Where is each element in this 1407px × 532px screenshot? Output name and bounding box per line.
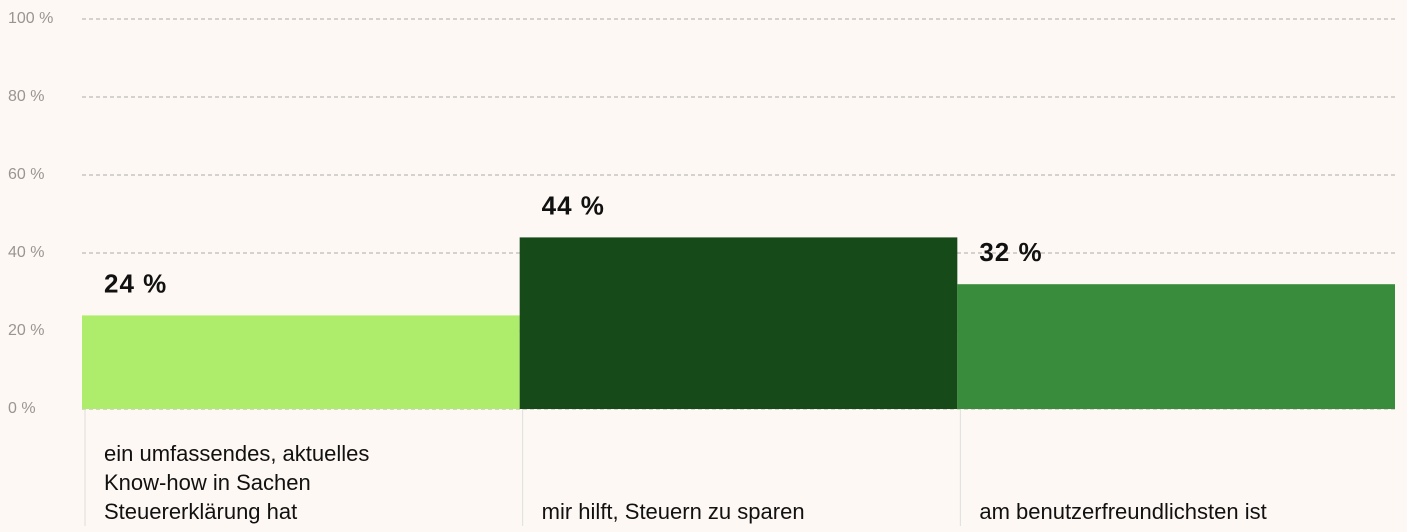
value-label: 32 %: [979, 237, 1042, 267]
y-tick-label: 20 %: [8, 322, 44, 339]
category-label: mir hilft, Steuern zu sparen: [541, 499, 805, 524]
category-label: am benutzerfreundlichsten ist: [979, 499, 1267, 524]
y-tick-label: 0 %: [8, 400, 36, 417]
y-tick-label: 100 %: [8, 10, 53, 27]
bar: [957, 284, 1395, 409]
bar: [519, 237, 958, 409]
bar: [82, 315, 520, 409]
value-label: 24 %: [104, 268, 167, 298]
value-label: 44 %: [542, 190, 605, 220]
y-tick-label: 60 %: [8, 166, 44, 183]
y-tick-label: 40 %: [8, 244, 44, 261]
y-tick-label: 80 %: [8, 88, 44, 105]
category-label: ein umfassendes, aktuelles Know-how in S…: [104, 441, 370, 524]
